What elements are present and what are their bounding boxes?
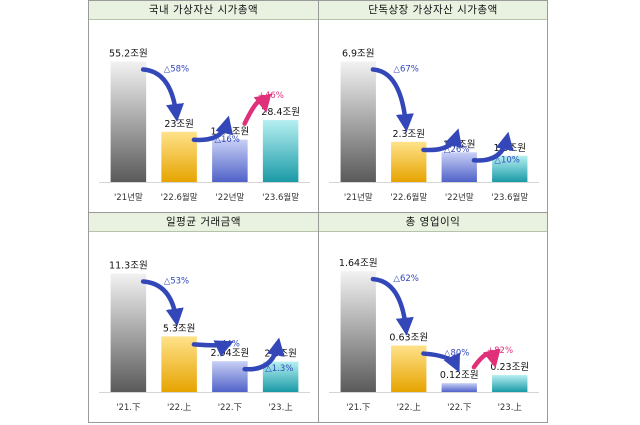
value-label: 2.94조원 — [211, 348, 250, 359]
value-label: 23조원 — [164, 119, 194, 130]
change-label: △1.3% — [265, 364, 293, 374]
category-label: '22.上 — [167, 403, 192, 413]
category-label: '22.下 — [447, 403, 472, 413]
category-label: '23.6월말 — [262, 192, 299, 203]
value-label: 0.12조원 — [440, 370, 479, 381]
bar — [110, 273, 147, 392]
change-arrow — [140, 279, 184, 327]
category-label: '22.6월말 — [161, 192, 198, 203]
bar — [212, 361, 248, 392]
category-label: '23.6월말 — [491, 192, 528, 203]
value-label: 28.4조원 — [261, 107, 300, 118]
bar — [391, 345, 427, 392]
change-label: △16% — [214, 135, 239, 145]
panel-title: 단독상장 가상자산 시가총액 — [319, 1, 547, 20]
change-label: +46% — [258, 91, 284, 101]
change-label: +82% — [487, 346, 513, 356]
change-arrow — [140, 67, 184, 122]
bar — [110, 61, 147, 183]
change-label: △80% — [444, 349, 469, 359]
value-label: 6.9조원 — [342, 48, 375, 59]
change-arrow — [191, 115, 234, 143]
panel-operating-profit: 총 영업이익 1.64조원 '21.下 0.63조원 '22.上 0.12조원 '22.下… — [319, 213, 547, 422]
value-label: 1.64조원 — [339, 258, 378, 269]
chart-single-listed-market-cap: 6.9조원'21년말2.3조원'22.6월말1.7조원'22년말1.5조원'23… — [329, 48, 539, 203]
category-label: '22.上 — [397, 403, 422, 413]
value-label: 5.3조원 — [163, 323, 196, 334]
change-arrow — [471, 131, 514, 163]
bar — [161, 336, 197, 392]
change-label: △10% — [494, 155, 519, 165]
category-label: '21년말 — [114, 192, 143, 203]
panel-title: 일평균 거래금액 — [89, 213, 318, 232]
panel-title: 총 영업이익 — [319, 213, 547, 232]
chart-grid: 국내 가상자산 시가총액 55.2조원 '21년말 23조원 '22.6월말 19.4조… — [88, 0, 548, 423]
panel-domestic-market-cap: 국내 가상자산 시가총액 55.2조원 '21년말 23조원 '22.6월말 19.4조… — [89, 1, 318, 212]
category-label: '21년말 — [344, 192, 373, 203]
change-arrow — [242, 337, 285, 372]
bar — [262, 361, 299, 392]
category-label: '22년말 — [215, 192, 244, 203]
value-label: 55.2조원 — [109, 48, 148, 59]
change-arrow — [370, 276, 414, 336]
bar — [441, 152, 477, 182]
change-label: △58% — [164, 64, 189, 74]
divider-horizontal — [89, 212, 547, 213]
chart-operating-profit: 1.64조원 '21.下 0.63조원 '22.上 0.12조원 '22.下 0.23조원 '… — [329, 258, 539, 413]
category-label: '23.上 — [498, 403, 523, 413]
divider-vertical — [318, 1, 319, 422]
value-label: 2.3조원 — [392, 129, 425, 140]
chart-daily-trading-volume: 11.3조원 '21.下 5.3조원 '22.上 2.94조원 '22.下 2.9조원 '23… — [99, 260, 310, 413]
bar — [161, 131, 197, 182]
change-arrow — [370, 67, 414, 132]
chart-domestic-market-cap: 55.2조원'21년말23조원'22.6월말19.4조원'22년말28.4조원'… — [99, 48, 310, 203]
change-arrow — [191, 340, 234, 357]
change-arrow — [471, 348, 501, 370]
change-arrow — [421, 128, 462, 153]
bar — [492, 155, 528, 182]
panel-title: 국내 가상자산 시가총액 — [89, 1, 318, 20]
category-label: '21.下 — [116, 403, 141, 413]
category-label: '22년말 — [445, 192, 474, 203]
value-label: 11.3조원 — [109, 260, 148, 271]
change-label: △53% — [164, 276, 189, 286]
change-arrow — [242, 93, 272, 126]
category-label: '22.下 — [218, 403, 243, 413]
change-label: △62% — [393, 274, 418, 284]
change-label: △67% — [393, 64, 418, 74]
bar — [441, 383, 477, 392]
bar — [340, 61, 376, 183]
bar — [340, 271, 376, 392]
bar — [492, 375, 528, 392]
panel-single-listed-market-cap: 단독상장 가상자산 시가총액 6.9조원 '21년말 2.3조원 '22.6월말 1.7… — [319, 1, 547, 212]
bar — [391, 141, 427, 182]
panel-daily-trading-volume: 일평균 거래금액 11.3조원 '21.下 5.3조원 '22.上 2.94조원 '22.… — [89, 213, 318, 422]
value-label: 2.9조원 — [264, 349, 297, 360]
category-label: '21.下 — [346, 403, 371, 413]
value-label: 0.23조원 — [490, 362, 529, 373]
change-label: △44% — [214, 339, 239, 349]
value-label: 0.63조원 — [389, 333, 428, 344]
category-label: '23.上 — [268, 403, 293, 413]
bar — [212, 139, 248, 182]
change-arrow — [421, 351, 460, 373]
bar — [262, 119, 299, 182]
category-label: '22.6월말 — [390, 192, 427, 203]
change-label: △26% — [444, 145, 469, 155]
